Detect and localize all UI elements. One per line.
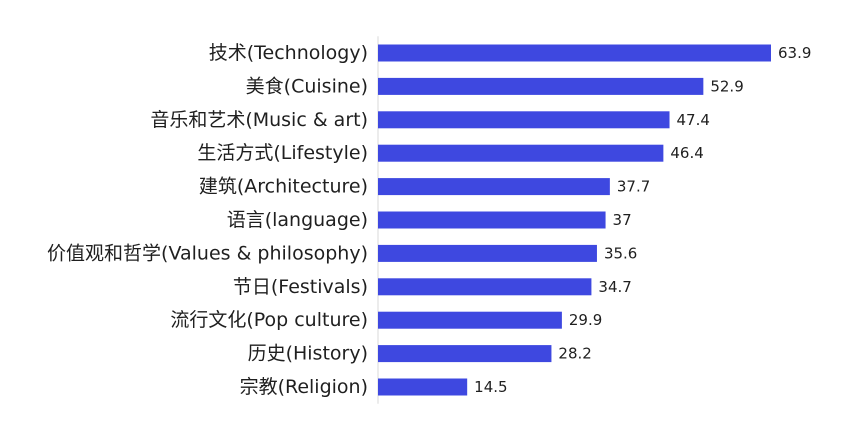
category-label: 音乐和艺术(Music & art) [150, 109, 368, 131]
category-label: 生活方式(Lifestyle) [197, 142, 368, 164]
bar [378, 244, 597, 262]
category-label: 语言(language) [227, 209, 368, 231]
bar [378, 44, 771, 62]
value-label: 28.2 [558, 345, 591, 363]
category-label: 节日(Festivals) [233, 276, 368, 298]
bar [378, 345, 552, 363]
value-label: 34.7 [598, 278, 631, 296]
bar [378, 77, 704, 95]
value-label: 47.4 [677, 111, 710, 129]
bar [378, 111, 670, 129]
bar [378, 378, 468, 396]
category-label: 技术(Technology) [209, 42, 368, 64]
category-label: 宗教(Religion) [240, 376, 368, 398]
bar [378, 211, 606, 229]
bar [378, 311, 562, 329]
category-label: 建筑(Architecture) [199, 176, 368, 198]
value-label: 63.9 [778, 44, 811, 62]
value-label: 37.7 [617, 178, 650, 196]
category-labels-group: 技术(Technology) 美食(Cuisine) 音乐和艺术(Music & a… [47, 42, 368, 398]
value-label: 46.4 [670, 144, 703, 162]
value-labels-group: 63.9 52.947.4 46.4 37.7 37 35.6 34.7 29.9 28.2 14… [474, 44, 811, 396]
bar [378, 144, 664, 162]
category-label: 历史(History) [248, 343, 368, 365]
value-label: 29.9 [569, 311, 602, 329]
bar [378, 178, 610, 196]
category-label: 价值观和哲学(Values & philosophy) [47, 242, 368, 264]
value-label: 37 [613, 211, 632, 229]
value-label: 14.5 [474, 378, 507, 396]
category-label: 流行文化(Pop culture) [170, 309, 368, 331]
value-label: 52.9 [710, 77, 743, 95]
bars-group [378, 44, 771, 396]
bar [378, 278, 592, 296]
category-label: 美食(Cuisine) [246, 75, 368, 97]
value-label: 35.6 [604, 244, 637, 262]
